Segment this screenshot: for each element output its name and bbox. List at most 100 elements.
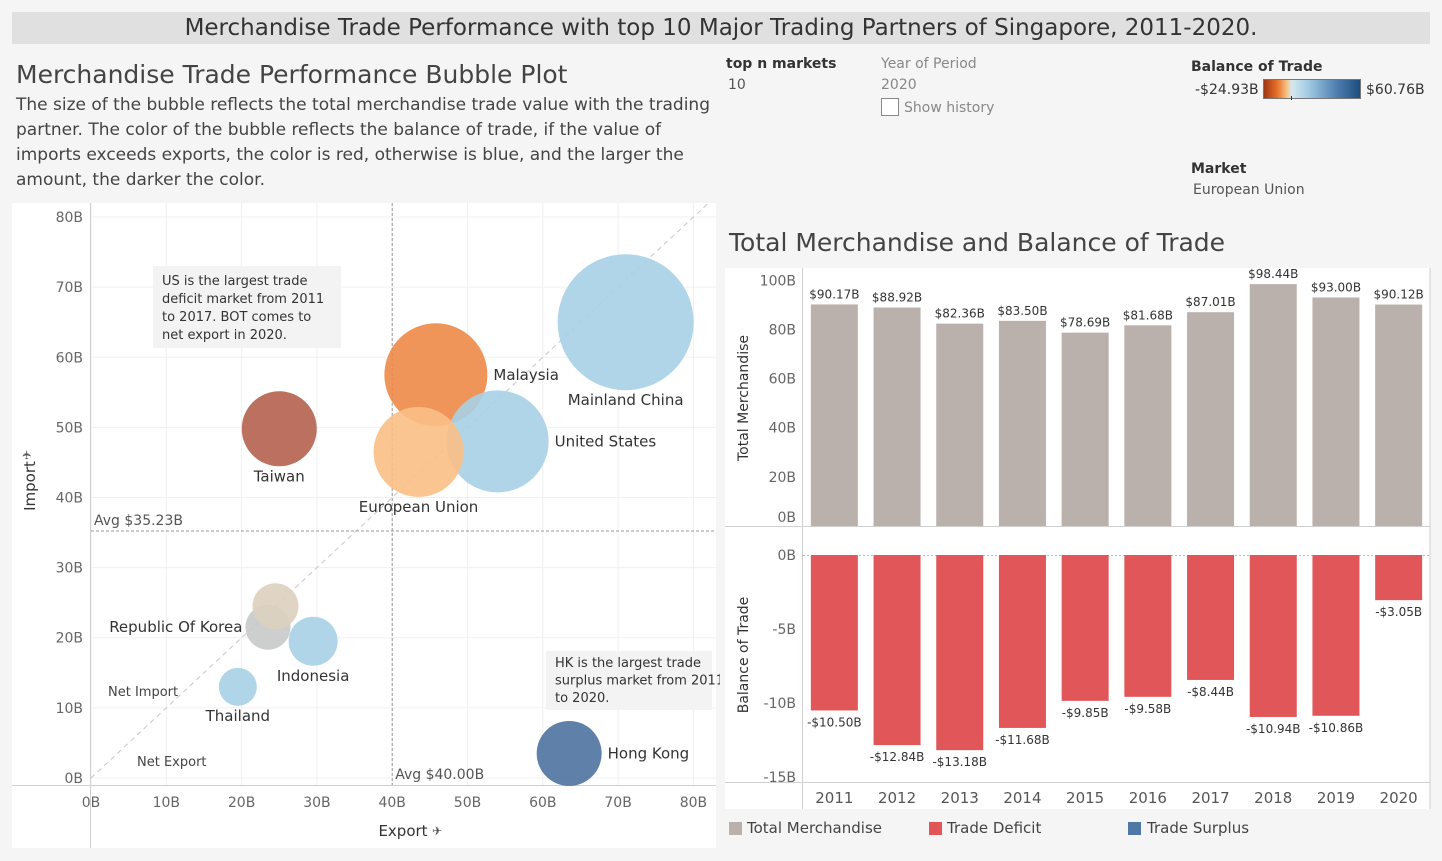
tm-y-tick-label: 0B [777,510,796,526]
year-value[interactable]: 2020 [881,77,917,93]
bubble-malaysia[interactable] [384,323,488,427]
bot-bar[interactable] [1249,555,1297,717]
bubble-label: Thailand [205,707,270,725]
bubble-label: United States [555,432,657,450]
bot-bar[interactable] [1061,555,1109,701]
x-axis-title: Export [378,822,427,840]
tm-y-tick-label: 40B [769,421,796,437]
bot-bar-label: -$9.85B [1062,706,1109,720]
total-merchandise-bar[interactable] [1312,297,1360,526]
show-history-label[interactable]: Show history [904,100,995,116]
panel-title: Total Merchandise and Balance of Trade [729,228,1226,257]
legend-swatch-surplus [1128,822,1141,835]
bot-gradient-tick [1291,96,1292,100]
bubble-united-states[interactable] [446,390,549,493]
y-axis-pin-icon[interactable]: ✈ [20,450,34,460]
bubble-indonesia[interactable] [288,616,338,666]
bot-y-tick-label: 0B [777,548,796,564]
total-merchandise-bar[interactable] [1061,332,1109,526]
total-merchandise-bar[interactable] [1187,312,1235,526]
legend-swatch-deficit [929,822,942,835]
top-n-value[interactable]: 10 [728,77,746,93]
annotation-us: US is the largest trade deficit market fr… [153,266,341,348]
bubble-unlabeled[interactable] [252,583,299,630]
title-bar [12,12,1430,44]
total-merchandise-axis-title: Total Merchandise [736,335,752,462]
total-merchandise-bar-label: $90.17B [809,287,859,301]
bubble-mainland-china[interactable] [557,254,694,391]
bot-bar[interactable] [1375,555,1423,601]
legend-swatch-total [729,822,742,835]
total-merchandise-bar[interactable] [873,307,921,526]
bot-legend-min: -$24.93B [1195,82,1259,98]
bot-bar-label: -$10.50B [807,715,862,729]
legend-label-deficit[interactable]: Trade Deficit [947,819,1042,837]
bubble-x-tick-label: 40B [378,795,405,811]
annotation-hk-text: HK is the largest trade surplus market fr… [555,656,720,706]
tm-y-tick-label: 60B [769,372,796,388]
bot-bars: -$10.50B -$12.84B -$13.18B -$11.68B -$9.85B -… [807,555,1423,769]
bubble-y-tick-label: 10B [56,701,83,717]
bubble-taiwan[interactable] [241,391,317,467]
legend-label-surplus[interactable]: Trade Surplus [1147,819,1250,837]
total-merchandise-bar-label: $93.00B [1311,280,1361,294]
annotation-us-text: US is the largest trade deficit market fr… [162,274,324,343]
top-n-label: top n markets [726,56,837,72]
total-merchandise-bar[interactable] [1249,284,1297,526]
bubble-label: Republic Of Korea [109,618,242,636]
year-label: 2013 [941,789,979,807]
bubble-x-tick-label: 80B [680,795,707,811]
year-label: 2019 [1317,789,1355,807]
bot-bar[interactable] [810,555,858,711]
bot-bar[interactable] [873,555,921,746]
bubble-y-tick-label: 50B [56,420,83,436]
bubble-thailand[interactable] [218,667,257,706]
bubble-x-ticks: 0B 10B 20B 30B 40B 50B 60B 70B 80B [82,795,707,811]
bot-bar-label: -$10.94B [1246,722,1301,736]
show-history-checkbox[interactable] [881,98,899,116]
bot-y-tick-label: -5B [772,622,796,638]
bubble-plot: Avg $35.23B Avg $40.00B 0B 10B 20B 30B 40B 50… [12,202,720,848]
bubble-x-tick-label: 50B [454,795,481,811]
year-label: 2016 [1129,789,1167,807]
tm-y-tick-label: 80B [769,322,796,338]
total-merchandise-bar[interactable] [810,304,858,526]
bubble-label: Malaysia [493,366,559,384]
bot-bar[interactable] [1187,555,1235,680]
bot-bar-label: -$8.44B [1187,685,1234,699]
bubble-european-union[interactable] [373,406,464,497]
bubble-label: Taiwan [253,467,305,485]
legend-label-total[interactable]: Total Merchandise [747,819,882,837]
year-label: 2011 [815,789,853,807]
annotation-hk: HK is the largest trade surplus market fr… [546,651,720,710]
bubbles: Mainland China Malaysia United States Europ… [109,254,694,786]
total-merchandise-bar-label: $78.69B [1060,316,1110,330]
total-merchandise-bar-label: $98.44B [1248,267,1298,281]
bubble-x-tick-label: 20B [228,795,255,811]
bot-bar-label: -$12.84B [870,750,925,764]
bot-bar[interactable] [1312,555,1360,716]
bot-bar[interactable] [1124,555,1172,697]
bubble-hong-kong[interactable] [536,720,602,786]
bubble-label: Mainland China [568,391,684,409]
total-merchandise-bar[interactable] [936,323,984,526]
x-axis-pin-icon[interactable]: ✈ [432,824,442,838]
total-merchandise-y-ticks: 0B 20B 40B 60B 80B 100B [760,273,796,526]
bot-bar-label: -$3.05B [1375,605,1422,619]
total-merchandise-bar-label: $87.01B [1185,295,1235,309]
year-label: 2014 [1003,789,1041,807]
total-merchandise-bar[interactable] [998,320,1046,526]
year-label: 2012 [878,789,916,807]
year-label: 2015 [1066,789,1104,807]
bot-bar[interactable] [936,555,984,751]
total-merchandise-bar[interactable] [1124,325,1172,526]
bubble-label: European Union [359,498,479,516]
bot-bar[interactable] [998,555,1046,728]
total-merchandise-bar[interactable] [1375,304,1423,526]
market-label: Market [1191,161,1247,177]
bubble-plot-description: The size of the bubble reflects the tota… [16,95,710,190]
bubble-x-tick-label: 60B [529,795,556,811]
market-value[interactable]: European Union [1193,182,1305,198]
bubble-x-tick-label: 30B [303,795,330,811]
